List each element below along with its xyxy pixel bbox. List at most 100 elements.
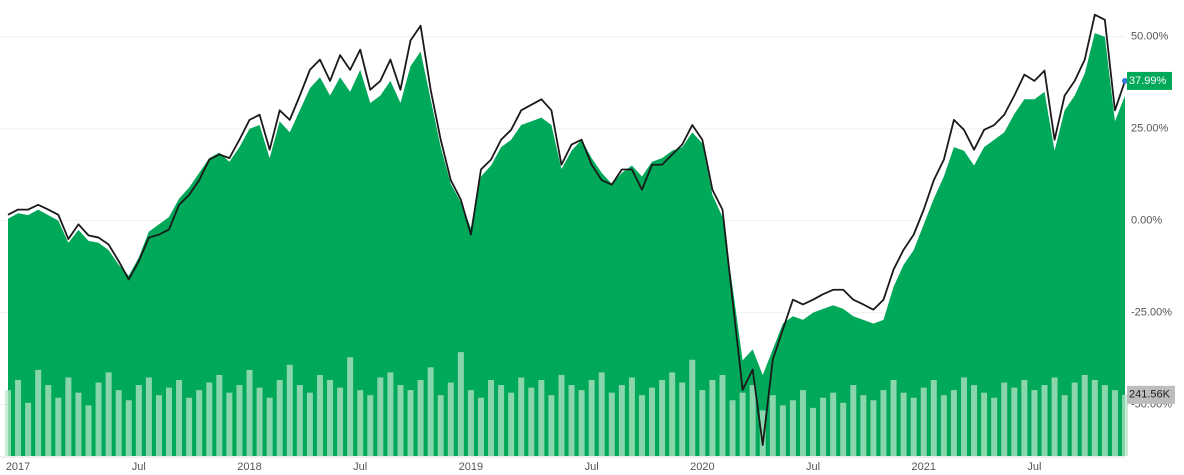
volume-bar xyxy=(659,380,666,456)
volume-bar xyxy=(125,400,132,456)
volume-bar xyxy=(155,395,162,456)
volume-bar xyxy=(719,374,726,456)
volume-bar xyxy=(216,374,223,456)
x-tick-label: 2018 xyxy=(237,461,261,473)
volume-bar xyxy=(1101,385,1108,456)
volume-bar xyxy=(236,385,243,456)
volume-bar xyxy=(669,372,676,456)
volume-bar xyxy=(447,382,454,456)
volume-bar xyxy=(1091,380,1098,456)
volume-bar xyxy=(950,390,957,456)
x-tick-label: Jul xyxy=(132,461,146,473)
volume-bar xyxy=(105,372,112,456)
volume-bar xyxy=(377,377,384,456)
volume-bar xyxy=(15,380,22,456)
volume-bar xyxy=(538,380,545,456)
volume-bar xyxy=(699,390,706,456)
volume-bar xyxy=(729,400,736,456)
volume-bar xyxy=(649,387,656,456)
volume-bar xyxy=(296,385,303,456)
volume-bar xyxy=(467,390,474,456)
volume-bar xyxy=(1011,387,1018,456)
x-tick-label: 2019 xyxy=(459,461,483,473)
volume-bar xyxy=(749,385,756,456)
volume-bar xyxy=(5,390,11,456)
volume-bar xyxy=(548,395,555,456)
volume-bar xyxy=(1051,377,1058,456)
volume-bar xyxy=(810,407,817,456)
volume-bar xyxy=(115,390,122,456)
volume-bar xyxy=(327,380,334,456)
volume-bar xyxy=(75,392,82,456)
y-tick-label: 50.00% xyxy=(1131,31,1169,43)
volume-bar xyxy=(528,387,535,456)
volume-bar xyxy=(145,377,152,456)
volume-bar xyxy=(477,397,484,456)
volume-bar xyxy=(407,390,414,456)
volume-bar xyxy=(417,380,424,456)
volume-bar xyxy=(820,397,827,456)
volume-bar xyxy=(457,352,464,456)
volume-bar xyxy=(900,392,907,456)
volume-bar xyxy=(971,385,978,456)
volume-bar xyxy=(256,387,263,456)
volume-bar xyxy=(799,390,806,456)
volume-bar xyxy=(880,390,887,456)
volume-bar xyxy=(437,395,444,456)
volume-bar xyxy=(830,392,837,456)
volume-bar xyxy=(266,397,273,456)
volume-bar xyxy=(1031,390,1038,456)
volume-badge xyxy=(1127,385,1175,404)
y-tick-label: -25.00% xyxy=(1131,306,1172,318)
volume-label: 241.56K xyxy=(1129,389,1171,401)
volume-bar xyxy=(65,377,72,456)
volume-bar xyxy=(176,380,183,456)
x-tick-label: Jul xyxy=(353,461,367,473)
volume-bar xyxy=(1061,395,1068,456)
volume-bar xyxy=(196,390,203,456)
volume-bar xyxy=(508,392,515,456)
volume-bar xyxy=(186,397,193,456)
volume-bar xyxy=(55,397,62,456)
volume-bar xyxy=(306,392,313,456)
volume-bar xyxy=(1001,382,1008,456)
volume-bar xyxy=(45,385,52,456)
volume-bar xyxy=(166,387,173,456)
x-tick-label: Jul xyxy=(806,461,820,473)
volume-bar xyxy=(679,382,686,456)
volume-bar xyxy=(769,395,776,456)
x-tick-label: 2017 xyxy=(6,461,30,473)
volume-bar xyxy=(518,377,525,456)
volume-bar xyxy=(498,385,505,456)
area xyxy=(8,33,1125,457)
x-tick-label: Jul xyxy=(585,461,599,473)
x-tick-label: 2021 xyxy=(911,461,935,473)
volume-bar xyxy=(286,364,293,456)
volume-bar xyxy=(135,385,142,456)
volume-bar xyxy=(789,400,796,456)
volume-bar xyxy=(226,392,233,456)
volume-bar xyxy=(558,374,565,456)
volume-bar xyxy=(779,405,786,456)
volume-bar xyxy=(860,395,867,456)
volume-bar xyxy=(1071,382,1078,456)
volume-bar xyxy=(850,385,857,456)
volume-bar xyxy=(870,400,877,456)
volume-bar xyxy=(347,357,354,456)
volume-bar xyxy=(397,385,404,456)
volume-bar xyxy=(991,397,998,456)
volume-bar xyxy=(588,380,595,456)
volume-bar xyxy=(910,397,917,456)
volume-bar xyxy=(598,372,605,456)
volume-bar xyxy=(840,402,847,456)
volume-bar xyxy=(367,395,374,456)
price-label: 37.99% xyxy=(1129,75,1167,87)
volume-bar xyxy=(488,380,495,456)
price-badge xyxy=(1127,71,1172,90)
volume-bar xyxy=(578,390,585,456)
x-tick-label: 2020 xyxy=(690,461,714,473)
volume-bar xyxy=(35,369,42,456)
volume-bar xyxy=(206,382,213,456)
volume-bar xyxy=(759,410,766,456)
